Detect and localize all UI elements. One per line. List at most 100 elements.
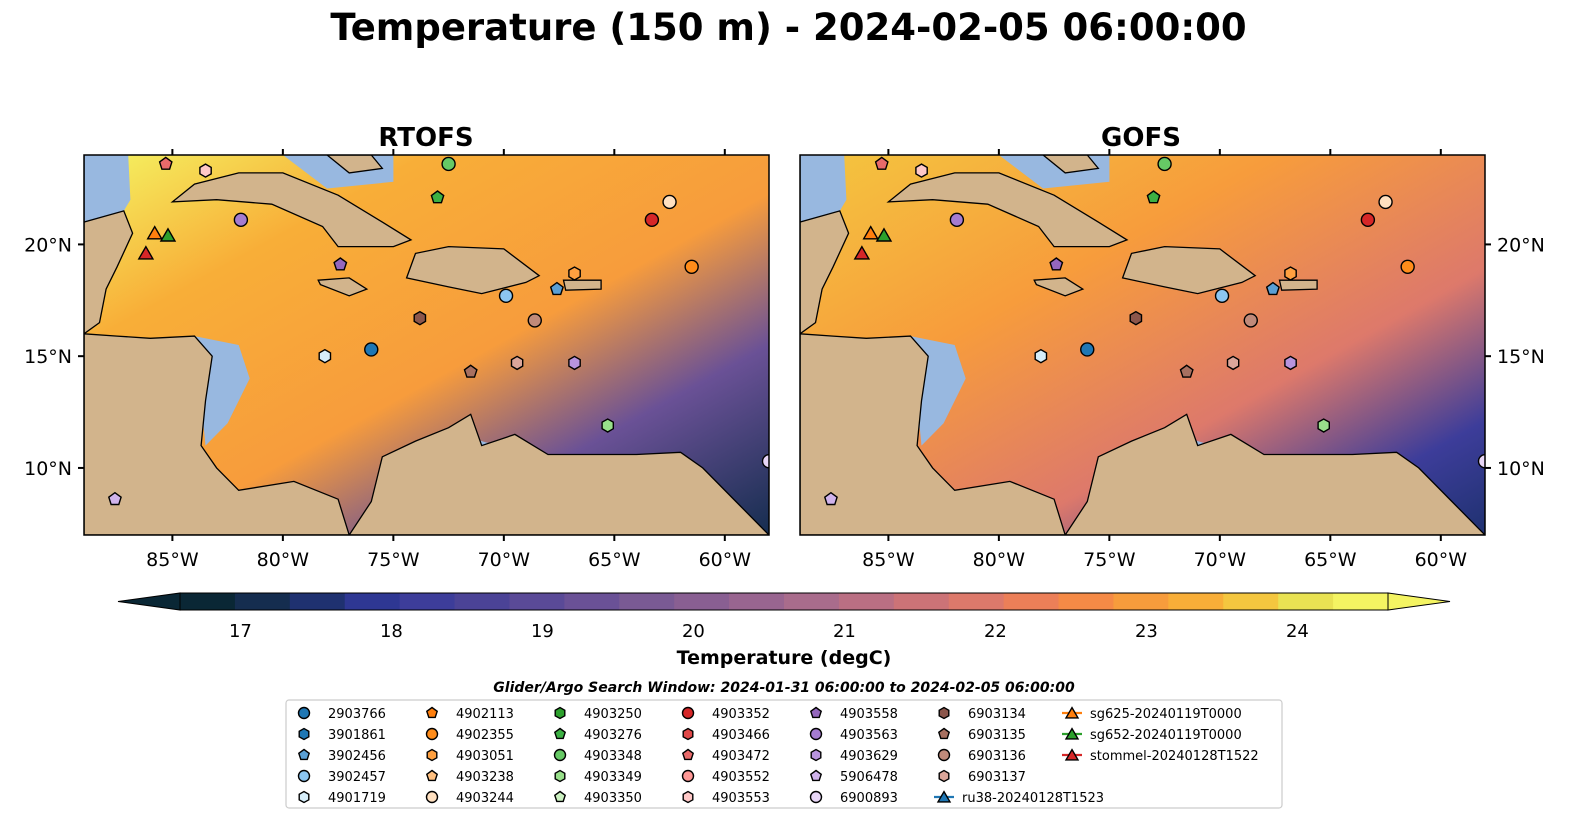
colorbar-extend-low <box>117 592 181 611</box>
gofs-marker-4903472 <box>874 156 889 170</box>
legend-title: Glider/Argo Search Window: 2024-01-31 06… <box>493 680 1075 696</box>
gofs-marker-2903766 <box>1080 342 1095 357</box>
legend-label: 6903137 <box>968 770 1026 785</box>
legend-label: 4903250 <box>584 707 642 722</box>
gofs-marker-4903244 <box>1378 194 1393 210</box>
lon-tick-label: 75°W <box>1083 549 1136 571</box>
rtofs-marker-sg652-20240119T0000 <box>159 227 177 242</box>
colorbar-extend-high <box>1387 592 1451 611</box>
gofs-marker-4903352 <box>1360 212 1376 228</box>
gofs-land-yucatan <box>800 155 850 335</box>
legend-label: 6900893 <box>840 791 898 806</box>
colorbar-tick-label: 20 <box>682 621 705 642</box>
legend: 2903766 3901861 3902456 3902457 4901719 49021… <box>297 706 1259 806</box>
legend-marker <box>425 727 439 741</box>
gofs-marker-stommel-20240128T1522 <box>853 245 871 260</box>
colorbar-bin <box>1278 593 1334 610</box>
rtofs-map-content <box>84 155 769 535</box>
colorbar-bin <box>289 593 346 610</box>
gofs-marker-4903051 <box>1284 266 1297 281</box>
colorbar-tick-label: 19 <box>531 621 554 642</box>
rtofs-marker-sg625-20240119T0000 <box>146 225 163 240</box>
rtofs-marker-4903352 <box>644 212 660 228</box>
rtofs-marker-4903563 <box>233 212 249 228</box>
legend-label: 4903563 <box>840 728 898 743</box>
legend-marker <box>553 748 567 762</box>
legend-marker <box>425 769 439 782</box>
lon-tick-label: 80°W <box>257 549 310 571</box>
legend-label: 4901719 <box>328 791 386 806</box>
colorbar-bin <box>1003 593 1060 610</box>
gofs-marker-4903349 <box>1317 418 1331 433</box>
lat-tick-label: 15°N <box>24 346 72 368</box>
gofs-marker-4903563 <box>949 212 965 228</box>
colorbar-bin <box>784 593 840 610</box>
colorbar-bin <box>564 593 620 610</box>
gofs-marker-4902355 <box>1400 259 1415 274</box>
gofs-land-central-america <box>800 333 1066 535</box>
legend-label: 4903051 <box>456 749 514 764</box>
legend-label: 3901861 <box>328 728 386 743</box>
legend-label: 6903135 <box>968 728 1026 743</box>
colorbar-tick-label: 22 <box>984 621 1007 642</box>
rtofs-marker-4903276 <box>430 190 445 204</box>
gofs-land-puerto-rico <box>1278 279 1318 291</box>
legend-marker <box>937 748 951 762</box>
legend-box <box>285 699 1283 809</box>
gofs-marker-6900893 <box>1477 454 1485 469</box>
legend-marker <box>682 727 694 741</box>
colorbar-tick-label: 18 <box>380 621 403 642</box>
legend-marker <box>297 769 311 783</box>
legend-label: 6903136 <box>968 749 1026 764</box>
lon-tick-label: 60°W <box>699 549 752 571</box>
rtofs-land-south-america <box>348 413 769 535</box>
rtofs-frame <box>83 154 770 536</box>
lon-tick-label: 85°W <box>146 549 199 571</box>
colorbar-bin <box>180 593 236 610</box>
colorbar-bin <box>674 593 730 610</box>
colorbar-tick-label: 24 <box>1286 621 1309 642</box>
legend-marker <box>938 706 950 720</box>
legend-label: 2903766 <box>328 707 386 722</box>
legend-label: 4902113 <box>456 707 514 722</box>
legend-marker <box>809 706 823 719</box>
gofs-marker-4903348 <box>1157 156 1172 172</box>
gofs-nicaragua-shelf <box>910 336 966 446</box>
legend-marker <box>1064 748 1080 761</box>
gofs-marker-4903276 <box>1146 190 1161 204</box>
legend-marker <box>1064 706 1080 719</box>
rtofs-land-yucatan <box>84 155 134 335</box>
gofs-land-hispaniola <box>1121 245 1257 295</box>
rtofs-marker-5906478 <box>107 491 122 506</box>
legend-marker <box>426 748 438 762</box>
legend-label: 4903244 <box>456 791 514 806</box>
gofs-land-bahamas <box>1042 155 1100 174</box>
colorbar-bin <box>1333 593 1389 610</box>
lat-tick-label: 20°N <box>24 234 72 256</box>
gofs-map-content <box>800 155 1485 535</box>
rtofs-marker-4903558 <box>333 257 348 271</box>
legend-label: 4903558 <box>840 707 898 722</box>
lon-tick-label: 75°W <box>367 549 420 571</box>
rtofs-land-bahamas <box>326 155 384 174</box>
lon-tick-label: 70°W <box>478 549 531 571</box>
rtofs-marker-6903134 <box>413 310 427 326</box>
gofs-land-south-america <box>1064 413 1485 535</box>
legend-label: 4903350 <box>584 791 642 806</box>
legend-marker <box>938 769 950 783</box>
rtofs-marker-2903766 <box>364 342 379 357</box>
legend-marker <box>553 790 567 803</box>
legend-marker <box>298 727 310 741</box>
lat-tick-label: 10°N <box>1497 458 1545 480</box>
rtofs-marker-stommel-20240128T1522 <box>137 245 155 260</box>
legend-marker <box>936 790 952 803</box>
lon-tick-label: 85°W <box>862 549 915 571</box>
legend-label: 4902355 <box>456 728 514 743</box>
gofs-marker-6903135 <box>1179 364 1194 378</box>
lat-tick-label: 10°N <box>24 458 72 480</box>
colorbar-bin <box>948 593 1005 610</box>
gofs-marker-3902457 <box>1214 288 1230 304</box>
legend-label: 4903629 <box>840 749 898 764</box>
gofs-marker-sg625-20240119T0000 <box>862 225 879 240</box>
